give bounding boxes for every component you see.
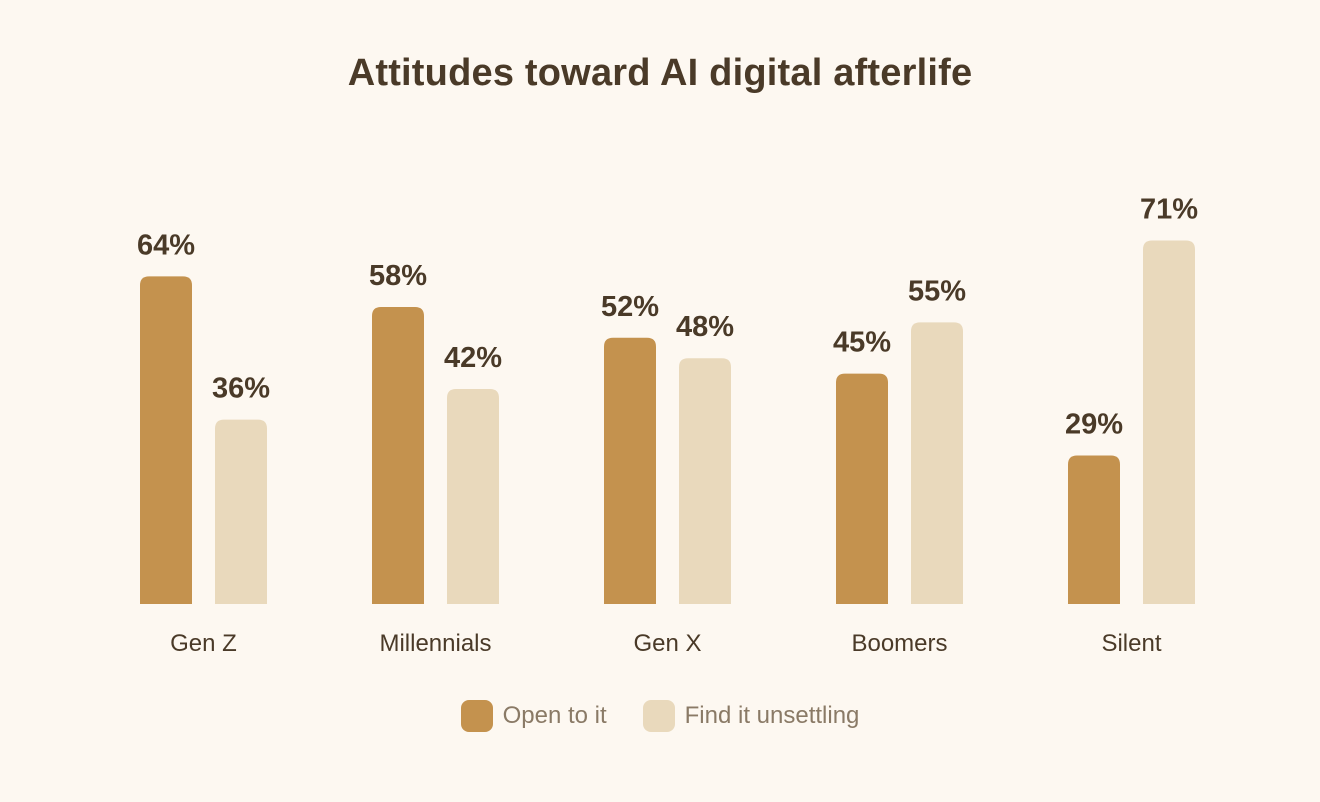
bars-layer: [140, 240, 1195, 605]
legend-swatch-unsettling: [642, 700, 675, 732]
value-label: 64%: [137, 229, 195, 261]
bar-millennials-series-0: [372, 307, 424, 604]
legend: Open to it Find it unsettling: [0, 700, 1320, 732]
bar-boomers-series-0: [836, 373, 888, 604]
value-label: 52%: [601, 291, 659, 323]
bar-boomers-series-1: [911, 322, 963, 604]
value-label: 36%: [212, 373, 270, 405]
value-label: 45%: [833, 327, 891, 359]
category-label: Millennials: [379, 630, 491, 657]
value-label: 42%: [444, 342, 502, 374]
chart-title: Attitudes toward AI digital afterlife: [347, 52, 973, 94]
category-label: Gen Z: [170, 630, 237, 657]
bar-gen-z-series-0: [140, 276, 192, 604]
bar-gen-x-series-1: [679, 358, 731, 604]
category-label: Gen X: [633, 630, 701, 657]
bar-gen-x-series-0: [604, 337, 656, 604]
value-labels-layer: 64% 36% 58% 42% 52% 48% 45% 55% 29% 71%: [137, 193, 1198, 440]
bar-gen-z-series-1: [215, 419, 267, 604]
legend-label-unsettling: Find it unsettling: [684, 702, 860, 729]
category-labels-layer: Gen Z Millennials Gen X Boomers Silent: [170, 630, 1162, 657]
legend-item-unsettling: Find it unsettling: [642, 700, 860, 732]
bar-silent-series-0: [1068, 455, 1120, 604]
legend-item-open: Open to it: [460, 700, 607, 732]
bar-silent-series-1: [1143, 240, 1195, 605]
bar-millennials-series-1: [447, 388, 499, 604]
legend-label-open: Open to it: [502, 702, 607, 729]
bar-chart: 64% 36% 58% 42% 52% 48% 45% 55% 29% 71% Gen Z Mill…: [137, 193, 1198, 657]
value-label: 29%: [1065, 409, 1123, 441]
legend-swatch-open: [460, 700, 493, 732]
category-label: Silent: [1101, 630, 1161, 657]
value-label: 48%: [676, 311, 734, 343]
category-label: Boomers: [851, 630, 947, 657]
value-label: 55%: [908, 275, 966, 307]
value-label: 71%: [1140, 193, 1198, 225]
value-label: 58%: [369, 260, 427, 292]
